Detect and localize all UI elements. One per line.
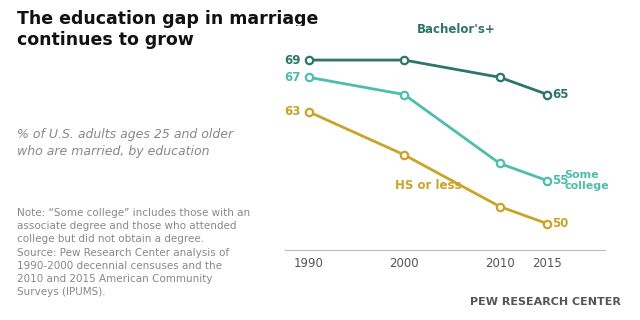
Text: PEW RESEARCH CENTER: PEW RESEARCH CENTER xyxy=(470,297,621,307)
Text: Bachelor's+: Bachelor's+ xyxy=(417,23,496,36)
Point xyxy=(542,92,552,97)
Point xyxy=(303,109,314,114)
Text: 55: 55 xyxy=(552,174,569,187)
Point xyxy=(495,75,505,80)
Text: 63: 63 xyxy=(285,105,301,118)
Text: 65: 65 xyxy=(552,88,569,101)
Text: % of U.S. adults ages 25 and older
who are married, by education: % of U.S. adults ages 25 and older who a… xyxy=(17,128,233,157)
Text: HS or less: HS or less xyxy=(395,179,461,192)
Text: 67: 67 xyxy=(285,71,301,84)
Text: 69: 69 xyxy=(285,53,301,67)
Text: 50: 50 xyxy=(552,217,568,230)
Text: Some
college: Some college xyxy=(564,170,609,191)
Text: Note: “Some college” includes those with an
associate degree and those who atten: Note: “Some college” includes those with… xyxy=(17,208,250,297)
Point xyxy=(495,161,505,166)
Point xyxy=(303,75,314,80)
Point xyxy=(495,204,505,209)
Point xyxy=(542,221,552,226)
Point xyxy=(399,152,410,157)
Point xyxy=(303,58,314,63)
Text: The education gap in marriage
continues to grow: The education gap in marriage continues … xyxy=(17,10,318,49)
Point xyxy=(399,58,410,63)
Point xyxy=(399,92,410,97)
Point xyxy=(542,178,552,183)
